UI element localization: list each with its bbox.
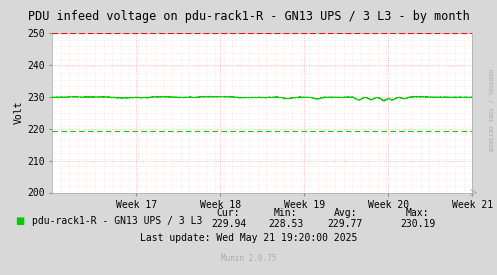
Text: Min:: Min:: [274, 208, 298, 218]
Text: 230.19: 230.19: [400, 219, 435, 229]
Text: pdu-rack1-R - GN13 UPS / 3 L3: pdu-rack1-R - GN13 UPS / 3 L3: [32, 216, 203, 226]
Text: Last update: Wed May 21 19:20:00 2025: Last update: Wed May 21 19:20:00 2025: [140, 233, 357, 243]
Text: Avg:: Avg:: [333, 208, 357, 218]
Text: Munin 2.0.75: Munin 2.0.75: [221, 254, 276, 263]
Text: Cur:: Cur:: [217, 208, 241, 218]
Text: RRDTOOL / TOBI OETIKER: RRDTOOL / TOBI OETIKER: [487, 69, 492, 151]
Text: 229.94: 229.94: [211, 219, 246, 229]
Text: Max:: Max:: [406, 208, 429, 218]
Text: PDU infeed voltage on pdu-rack1-R - GN13 UPS / 3 L3 - by month: PDU infeed voltage on pdu-rack1-R - GN13…: [28, 10, 469, 23]
Text: 229.77: 229.77: [328, 219, 363, 229]
Text: 228.53: 228.53: [268, 219, 303, 229]
Y-axis label: Volt: Volt: [14, 101, 24, 125]
Text: ■: ■: [15, 216, 24, 226]
